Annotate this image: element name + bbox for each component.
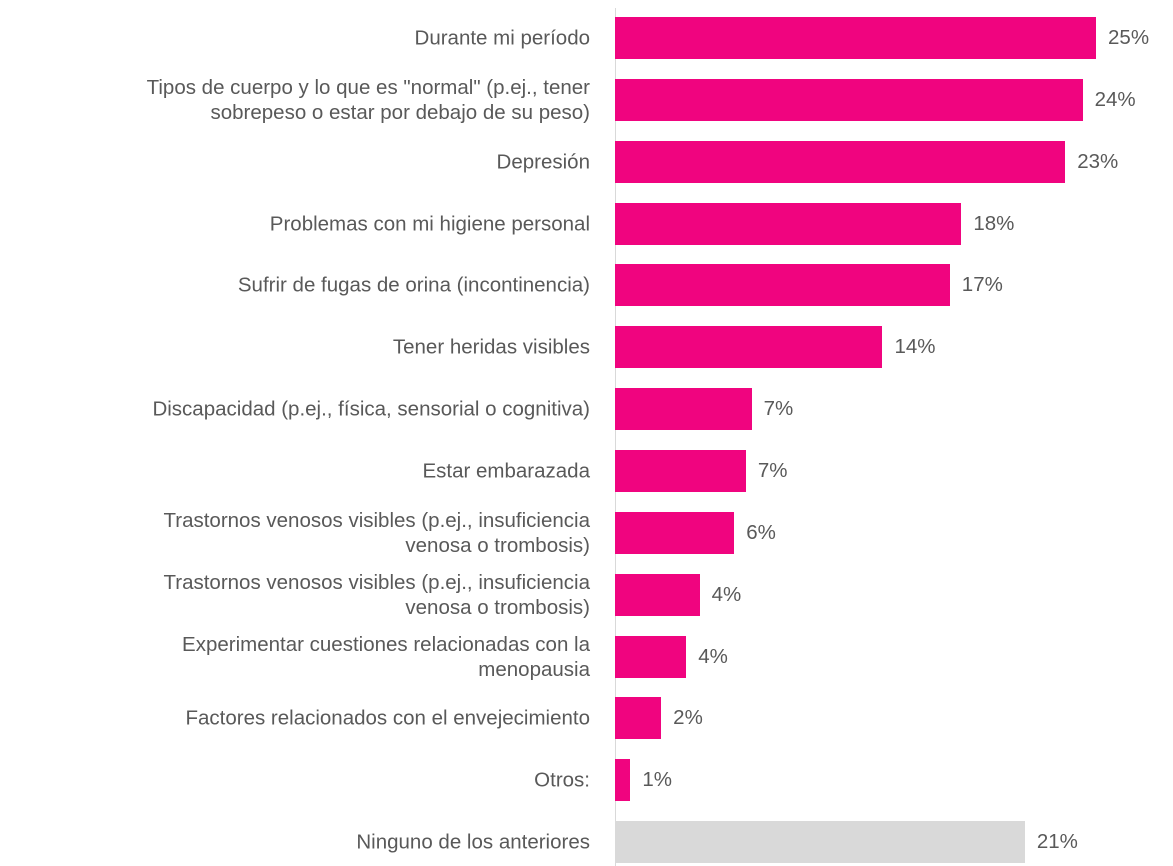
- category-label: Discapacidad (p.ej., física, sensorial o…: [152, 397, 590, 421]
- bar: [615, 140, 1066, 183]
- value-label: 2%: [673, 706, 703, 730]
- value-label: 21%: [1036, 830, 1078, 854]
- bar: [615, 78, 1083, 121]
- bar: [615, 264, 950, 307]
- category-label: Factores relacionados con el envejecimie…: [185, 706, 590, 730]
- category-label: Ninguno de los anteriores: [356, 830, 590, 854]
- bar: [615, 511, 735, 554]
- category-label: Trastornos venosos visibles (p.ej., insu…: [163, 508, 590, 557]
- value-label: 18%: [973, 211, 1015, 235]
- value-label: 14%: [894, 335, 936, 359]
- value-label: 1%: [642, 768, 673, 792]
- category-label: Problemas con mi higiene personal: [269, 212, 590, 236]
- axis-line: [615, 8, 616, 866]
- bar: [615, 388, 752, 431]
- category-label: Otros:: [534, 768, 590, 792]
- category-label: Sufrir de fugas de orina (incontinencia): [237, 273, 590, 297]
- bar: [615, 697, 662, 740]
- value-label: 25%: [1108, 26, 1150, 49]
- bar: [615, 449, 746, 492]
- value-label: 6%: [746, 520, 776, 544]
- bar: [615, 17, 1097, 59]
- value-label: 7%: [757, 458, 788, 482]
- category-label: Depresión: [496, 150, 590, 174]
- bar: [615, 759, 631, 802]
- value-label: 24%: [1094, 87, 1136, 111]
- value-label: 4%: [711, 582, 742, 606]
- category-label: Tener heridas visibles: [392, 335, 590, 359]
- category-label: Estar embarazada: [422, 459, 590, 483]
- value-label: 4%: [698, 644, 728, 668]
- value-label: 23%: [1077, 149, 1119, 173]
- category-label: Durante mi período: [414, 26, 590, 50]
- value-label: 17%: [961, 273, 1003, 297]
- bar: [615, 202, 962, 245]
- bar: [615, 573, 700, 616]
- bar: [615, 326, 883, 369]
- value-label: 7%: [763, 397, 794, 421]
- bar: [615, 635, 687, 678]
- category-label: Trastornos venosos visibles (p.ej., insu…: [163, 570, 590, 619]
- category-label: Experimentar cuestiones relacionadas con…: [182, 632, 590, 681]
- bar: [615, 821, 1025, 864]
- category-label: Tipos de cuerpo y lo que es "normal" (p.…: [146, 75, 590, 124]
